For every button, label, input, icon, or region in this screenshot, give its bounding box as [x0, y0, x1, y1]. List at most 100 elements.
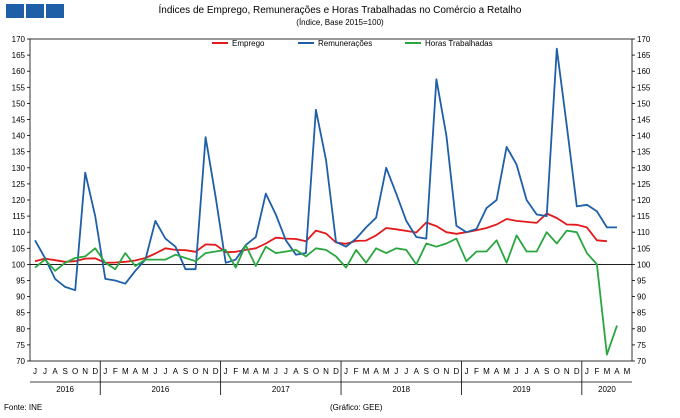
- x-tick-label-month: M: [483, 367, 490, 376]
- y-tick-label-left: 155: [12, 83, 26, 92]
- chart-legend: Emprego Remunerações Horas Trabalhadas: [212, 39, 493, 48]
- x-tick-label-month: M: [122, 367, 129, 376]
- x-tick-label-month: J: [344, 367, 348, 376]
- y-tick-label-left: 140: [12, 132, 26, 141]
- legend-label-remuneracoes: Remunerações: [318, 39, 372, 48]
- y-tick-label-right: 95: [637, 277, 646, 286]
- y-tick-label-left: 90: [16, 293, 25, 302]
- footer-source: Fonte: INE: [4, 403, 42, 412]
- y-tick-label-right: 75: [637, 341, 646, 350]
- y-tick-label-left: 75: [16, 341, 25, 350]
- x-tick-label-month: S: [62, 367, 67, 376]
- x-year-label: 2016: [56, 385, 74, 394]
- y-tick-label-right: 145: [637, 116, 651, 125]
- y-tick-label-left: 95: [16, 277, 25, 286]
- x-tick-label-month: N: [82, 367, 88, 376]
- x-year-label: 2020: [598, 385, 616, 394]
- y-tick-label-left: 70: [16, 357, 25, 366]
- x-tick-label-month: N: [443, 367, 449, 376]
- x-tick-label-month: A: [253, 367, 259, 376]
- x-tick-label-month: J: [585, 367, 589, 376]
- series-layer: [34, 47, 618, 356]
- y-tick-label-left: 100: [12, 260, 26, 269]
- x-tick-label-month: A: [293, 367, 299, 376]
- chart-subtitle: (Índice, Base 2015=100): [296, 18, 384, 27]
- x-tick-label-month: M: [503, 367, 510, 376]
- y-tick-label-right: 115: [637, 212, 650, 221]
- y-tick-label-right: 125: [637, 180, 651, 189]
- x-tick-label-month: M: [242, 367, 249, 376]
- x-tick-label-month: M: [262, 367, 269, 376]
- series-line-horas-trabalhadas: [34, 229, 618, 356]
- x-tick-label-month: O: [554, 367, 560, 376]
- x-tick-label-month: M: [142, 367, 149, 376]
- footer-credit: (Gráfico: GEE): [330, 403, 383, 412]
- x-tick-label-month: F: [354, 367, 359, 376]
- x-tick-label-month: D: [213, 367, 219, 376]
- chart-axes: 70 70 75 75 80 80 85 85 90 90 95 95 100 100 105 105 110 1…: [12, 35, 651, 395]
- x-tick-label-month: O: [433, 367, 439, 376]
- x-tick-label-month: F: [113, 367, 118, 376]
- x-tick-label-month: J: [33, 367, 37, 376]
- x-tick-label-month: D: [574, 367, 580, 376]
- y-tick-label-right: 130: [637, 164, 651, 173]
- series-line-emprego: [34, 212, 607, 264]
- x-tick-label-month: A: [52, 367, 58, 376]
- y-tick-label-left: 80: [16, 325, 25, 334]
- brand-logo-block-3: [46, 4, 64, 18]
- legend-label-horas-trabalhadas: Horas Trabalhadas: [425, 39, 493, 48]
- y-tick-label-right: 80: [637, 325, 646, 334]
- x-tick-label-month: J: [525, 367, 529, 376]
- y-tick-label-right: 110: [637, 228, 650, 237]
- legend-label-emprego: Emprego: [232, 39, 265, 48]
- y-tick-label-left: 160: [12, 67, 26, 76]
- y-tick-label-left: 135: [12, 148, 26, 157]
- x-tick-label-month: N: [564, 367, 570, 376]
- y-tick-label-left: 150: [12, 99, 26, 108]
- x-tick-label-month: A: [173, 367, 179, 376]
- x-tick-label-month: J: [284, 367, 288, 376]
- x-tick-label-month: J: [274, 367, 278, 376]
- series-line-remuneracoes: [34, 47, 617, 292]
- x-tick-label-month: M: [624, 367, 631, 376]
- x-tick-label-month: A: [133, 367, 139, 376]
- y-tick-label-right: 135: [637, 148, 651, 157]
- x-tick-label-month: A: [614, 367, 620, 376]
- brand-logo-block-1: [6, 4, 24, 18]
- y-tick-label-right: 150: [637, 99, 651, 108]
- x-tick-label-month: A: [534, 367, 540, 376]
- y-tick-label-left: 110: [12, 228, 25, 237]
- x-year-label: 2019: [513, 385, 531, 394]
- x-tick-label-month: S: [303, 367, 308, 376]
- x-tick-label-month: J: [515, 367, 519, 376]
- y-tick-label-right: 70: [637, 357, 646, 366]
- y-tick-label-left: 145: [12, 116, 26, 125]
- y-tick-label-right: 120: [637, 196, 651, 205]
- y-tick-label-left: 120: [12, 196, 26, 205]
- x-tick-label-month: J: [224, 367, 228, 376]
- x-tick-label-month: S: [544, 367, 549, 376]
- x-tick-label-month: O: [192, 367, 198, 376]
- x-tick-label-month: S: [424, 367, 429, 376]
- y-tick-label-left: 115: [12, 212, 25, 221]
- x-tick-label-month: A: [494, 367, 500, 376]
- x-year-label: 2016: [152, 385, 170, 394]
- chart-title: Índices de Emprego, Remunerações e Horas…: [159, 3, 522, 16]
- x-tick-label-month: J: [153, 367, 157, 376]
- y-tick-label-right: 170: [637, 35, 651, 44]
- x-tick-label-month: M: [383, 367, 390, 376]
- y-tick-label-right: 90: [637, 293, 646, 302]
- x-year-label: 2017: [272, 385, 290, 394]
- x-tick-label-month: O: [313, 367, 319, 376]
- y-tick-label-right: 105: [637, 244, 651, 253]
- y-tick-label-left: 125: [12, 180, 26, 189]
- x-year-label: 2018: [392, 385, 410, 394]
- x-tick-label-month: J: [394, 367, 398, 376]
- brand-logo-block-2: [26, 4, 44, 18]
- x-tick-label-month: J: [43, 367, 47, 376]
- x-tick-label-month: J: [103, 367, 107, 376]
- x-tick-label-month: S: [183, 367, 188, 376]
- x-tick-label-month: N: [203, 367, 209, 376]
- y-tick-label-right: 160: [637, 67, 651, 76]
